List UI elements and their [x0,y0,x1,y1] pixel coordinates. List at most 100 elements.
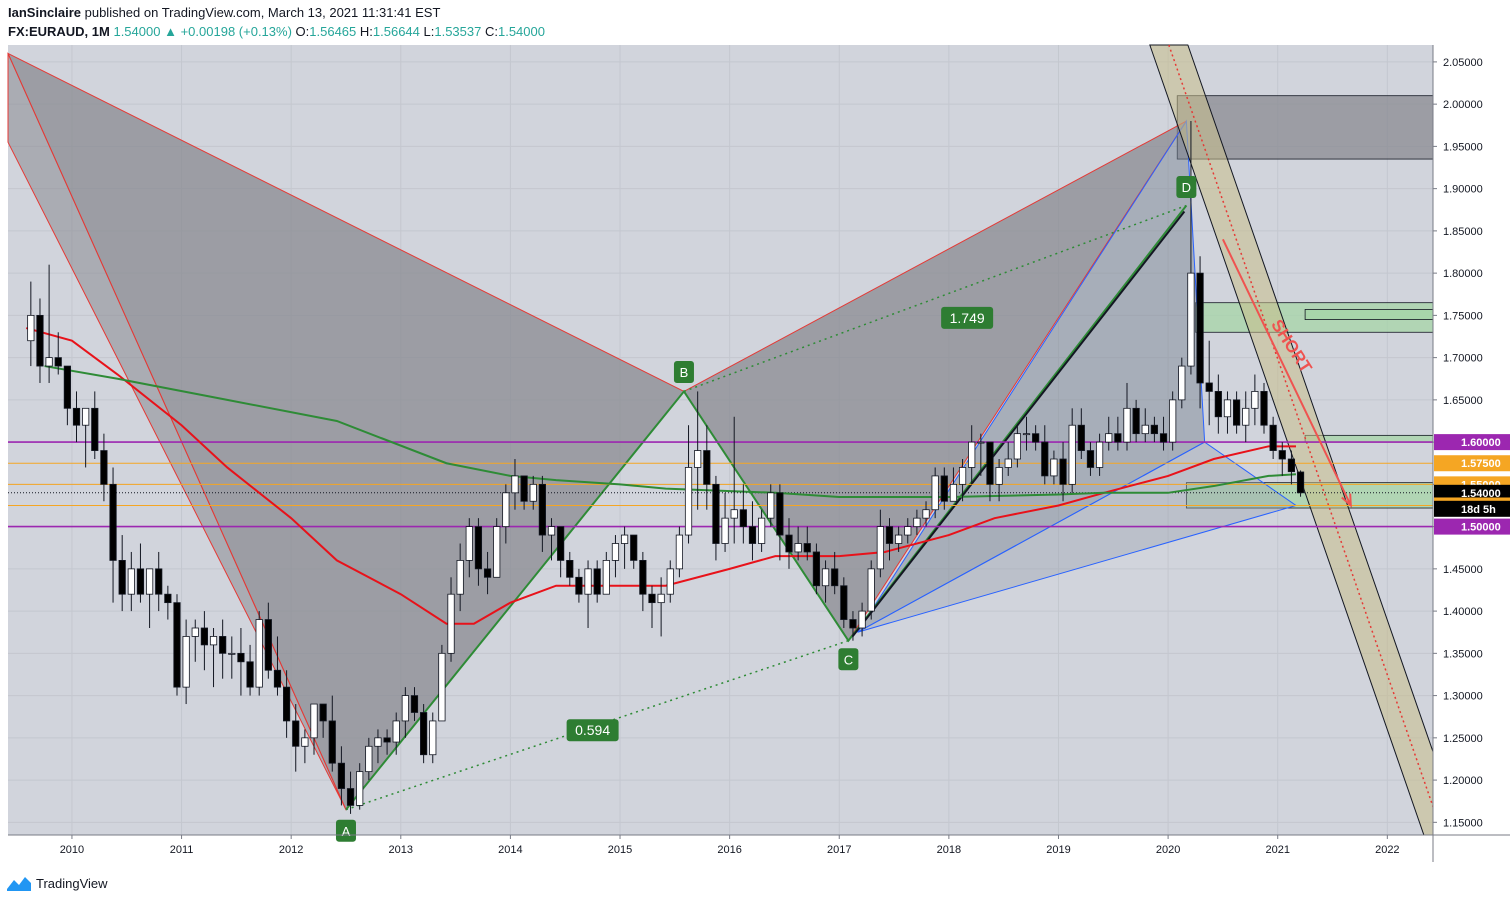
candle-body [91,407,99,451]
price-tick-label: 2.05000 [1443,57,1483,69]
candle-body [36,314,44,367]
candle-body [995,467,1003,485]
candle-body [502,492,510,528]
candle-body [228,652,236,655]
candle-body [895,534,903,544]
candle-body [748,526,757,544]
candle-body [776,492,784,536]
point-label: D [1176,175,1197,198]
candle-body [694,450,702,468]
candle-body [1013,433,1021,460]
candle-body [977,441,985,444]
candle-body [118,560,126,595]
low-label: L: [423,24,435,39]
candle-body [794,543,802,553]
price-tick-label: 1.25000 [1443,733,1483,745]
footer-brand[interactable]: TradingView [36,875,108,891]
candle-body [675,534,683,570]
time-axis[interactable]: 2010 2011 2012 2013 2014 2015 2016 2017 2018 2019… [60,835,1400,856]
symbol-info-bar: FX:EURAUD, 1M 1.54000 ▲ +0.00198 (+0.13%… [8,24,545,39]
candle-body [164,593,172,604]
candle-body [858,610,866,629]
candle-body [292,720,300,747]
publisher-name[interactable]: IanSinclaire [8,5,81,20]
ratio-label-text: 0.594 [575,722,610,738]
price-tick-label: 1.65000 [1443,395,1483,407]
candle-body [1105,433,1113,443]
candle-body [1159,433,1168,443]
candle-body [63,365,71,409]
candle-body [420,712,428,756]
candle-body [1269,424,1277,451]
candle-body [182,636,190,688]
candle-body [1095,441,1104,468]
point-label: C [838,648,859,671]
candle-body [410,695,419,713]
candle-body [575,576,583,595]
zone-box [1304,309,1434,320]
candle-body [1032,433,1040,443]
candle-body [438,652,446,722]
candle-body [1251,391,1259,409]
candle-body [611,543,620,561]
ratio-label: 1.749 [941,306,994,329]
symbol-name[interactable]: FX:EURAUD, 1M [8,24,110,39]
high-value: 1.56644 [372,24,420,39]
candle-body [246,661,254,688]
candle-body [483,568,492,578]
price-tick-label: 1.75000 [1443,310,1483,322]
candle-body [72,407,81,426]
point-label-box [838,648,859,671]
candle-body [100,450,108,485]
price-tags: 1.600001.575001.550001.540001.525001.500… [1434,434,1510,535]
candle-body [511,475,519,494]
ratio-label-box [566,719,619,742]
close-label: C: [484,24,498,39]
price-change: +0.00198 (+0.13%) [180,24,292,39]
ratio-label-text: 1.749 [950,310,985,326]
close-value: 1.54000 [497,24,545,39]
candle-body [968,441,976,468]
time-tick-label: 2012 [279,844,303,856]
candle-body [931,475,939,511]
candle-body [602,560,610,595]
candle-body [401,695,409,722]
price-tag-text: 1.60000 [1461,437,1501,449]
candle-body [465,526,473,561]
candle-body [1132,407,1140,435]
candle-body [767,492,775,519]
time-tick-label: 2020 [1156,844,1180,856]
candles [27,121,1305,814]
candle-body [885,526,894,544]
high-label: H: [359,24,373,39]
candle-body [310,703,318,739]
candle-body [1150,424,1158,435]
candle-body [922,509,930,519]
footer: TradingView [6,874,108,892]
point-label-text: C [844,652,853,667]
candle-body [1260,391,1268,426]
countdown-box [1434,500,1510,517]
candle-body [429,720,437,756]
time-tick-label: 2019 [1046,844,1070,856]
price-tag-text: 1.54000 [1461,488,1501,500]
candle-body [191,627,199,637]
time-tick-label: 2015 [608,844,632,856]
candle-body [812,551,821,587]
pattern-triangle-left [7,53,347,810]
candle-body [474,526,483,570]
time-tick-label: 2022 [1375,844,1399,856]
candle-body [328,720,336,764]
candle-body [136,568,145,595]
price-tag-box [1434,484,1510,501]
candle-body [529,483,537,502]
price-tick-label: 1.35000 [1443,648,1483,660]
candle-body [1196,272,1204,384]
candle-body [346,788,355,806]
last-price: 1.54000 [113,24,161,39]
time-tick-label: 2021 [1265,844,1289,856]
candle-body [145,568,154,595]
candle-body [940,475,948,502]
candle-body [584,568,592,595]
